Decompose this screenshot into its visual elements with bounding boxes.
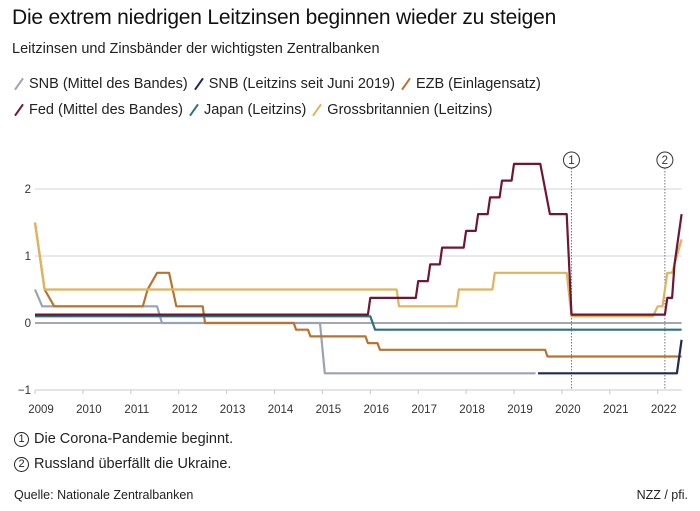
x-tick-label: 2016 (364, 404, 390, 416)
x-tick-label: 2010 (76, 404, 102, 416)
x-tick-label: 2020 (555, 404, 581, 416)
x-tick-label: 2021 (603, 404, 629, 416)
legend-label: SNB (Mittel des Bandes) (29, 76, 188, 92)
x-tick-label: 2015 (316, 404, 342, 416)
legend-item-ezb: EZB (Einlagensatz) (401, 71, 541, 97)
y-tick-label: 0 (25, 318, 31, 330)
annotation-marker (562, 151, 580, 169)
legend-label: SNB (Leitzins seit Juni 2019) (208, 76, 395, 92)
note-text: Die Corona-Pandemie beginnt. (34, 431, 234, 447)
x-tick-label: 2014 (268, 404, 294, 416)
series-line-fed-mittel-des-bandes (35, 162, 683, 316)
legend-label: Grossbritannien (Leitzins) (327, 102, 493, 118)
credit-text: NZZ / pfi. (636, 488, 688, 502)
series-line-grossbritannien-leitzins (33, 222, 683, 318)
circled-number-icon: 2 (14, 457, 29, 472)
gridlines (35, 188, 682, 324)
source-text: Quelle: Nationale Zentralbanken (14, 488, 194, 502)
chart-subtitle: Leitzinsen und Zinsbänder der wichtigste… (12, 41, 380, 57)
legend-item-snb-band: SNB (Mittel des Bandes) (14, 71, 188, 97)
legend: SNB (Mittel des Bandes) SNB (Leitzins se… (14, 71, 694, 123)
x-tick-label: 2009 (28, 404, 54, 416)
series-line-snb-leitzins-seit-juni-2019 (538, 339, 683, 375)
x-tick-label: 2017 (411, 404, 437, 416)
x-axis: 2009 2010 2011 2012 2013 2014 2015 2016 2017 2018… (28, 389, 682, 416)
series-lines (33, 162, 683, 375)
legend-row-1: SNB (Mittel des Bandes) SNB (Leitzins se… (14, 71, 694, 97)
y-tick-label: 1 (25, 251, 31, 263)
annotation-number: 2 (662, 155, 668, 167)
legend-item-japan: Japan (Leitzins) (189, 97, 306, 123)
x-tick-label: 2018 (459, 404, 485, 416)
annotation-number: 1 (568, 155, 574, 167)
y-axis: 2 1 0 −1 (18, 184, 31, 397)
x-tick-label: 2022 (651, 404, 677, 416)
chart-plot: 210−1 2009 2010 2011 2012 2013 2014 2015 2016 20… (18, 151, 683, 416)
x-tick-label: 2019 (507, 404, 533, 416)
series-line-snb-mittel-des-bandes (33, 289, 536, 375)
circled-number-icon: 1 (14, 432, 29, 447)
series-line-japan-leitzins (35, 315, 682, 331)
note-1: 1 Die Corona-Pandemie beginnt. (14, 427, 233, 452)
y-tick-label: −1 (18, 385, 31, 397)
legend-row-2: Fed (Mittel des Bandes) Japan (Leitzins)… (14, 97, 694, 123)
note-text: Russland überfällt die Ukraine. (34, 456, 232, 472)
legend-item-uk: Grossbritannien (Leitzins) (312, 97, 492, 123)
legend-label: Japan (Leitzins) (203, 102, 307, 118)
annotation-marker (656, 151, 674, 169)
x-tick-label: 2013 (220, 404, 246, 416)
note-2: 2 Russland überfällt die Ukraine. (14, 452, 233, 477)
annotation-notes: 1 Die Corona-Pandemie beginnt. 2 Russland … (14, 427, 233, 477)
series-line-ezb-einlagensatz (33, 222, 682, 358)
legend-item-snb-leitzins: SNB (Leitzins seit Juni 2019) (194, 71, 395, 97)
legend-item-fed: Fed (Mittel des Bandes) (14, 97, 183, 123)
legend-label: Fed (Mittel des Bandes) (29, 102, 183, 118)
legend-label: EZB (Einlagensatz) (415, 76, 541, 92)
chart-title: Die extrem niedrigen Leitzinsen beginnen… (12, 6, 557, 29)
x-tick-label: 2011 (124, 404, 149, 416)
x-tick-label: 2012 (172, 404, 198, 416)
y-tick-label: 2 (25, 184, 31, 196)
